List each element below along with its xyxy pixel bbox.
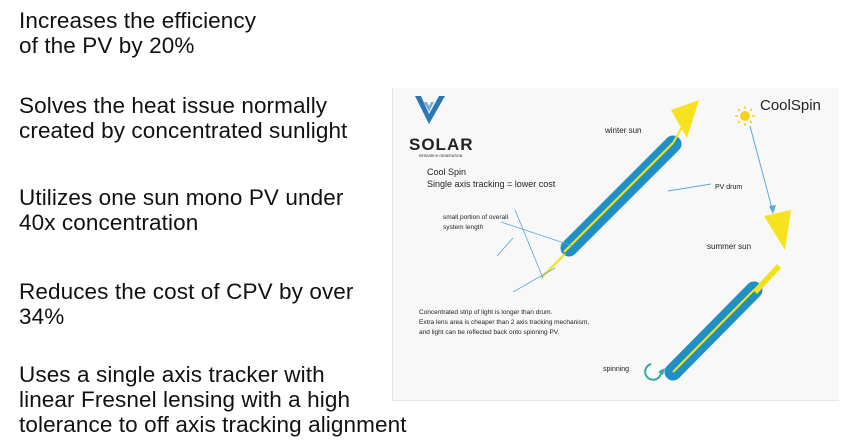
winter-beam	[672, 119, 687, 144]
sun-icon	[735, 106, 755, 126]
label-winter-sun: winter sun	[604, 126, 641, 135]
sun-ray-arrow	[749, 125, 776, 214]
figure-subtitle: Single axis tracking = lower cost	[427, 179, 556, 189]
strip-note-leader	[512, 267, 556, 293]
bullet-line: tolerance to off axis tracking alignment	[19, 412, 407, 437]
bullet-efficiency: Increases the efficiency of the PV by 20…	[19, 8, 256, 58]
logo-v-mark-inner	[424, 102, 434, 112]
figure-title: Cool Spin	[427, 167, 466, 177]
label-portion-line2: system length	[443, 224, 483, 231]
winter-lens	[671, 100, 699, 138]
label-spinning: spinning	[603, 366, 629, 373]
label-pv-drum: PV drum	[715, 184, 742, 191]
bullet-line: of the PV by 20%	[19, 33, 195, 58]
coolspin-brand: CoolSpin	[735, 97, 821, 126]
bullet-line: Increases the efficiency	[19, 8, 257, 33]
bullet-line: 34%	[19, 304, 65, 329]
spin-arrow-icon	[644, 363, 665, 381]
summer-lens	[764, 210, 791, 250]
logo-v-mark	[415, 96, 445, 124]
bullet-mono-pv: Utilizes one sun mono PV under 40x conce…	[19, 185, 343, 235]
portion-leaders	[496, 209, 574, 279]
bullet-line: Uses a single axis tracker with	[19, 362, 325, 387]
summer-light-strip	[753, 264, 781, 294]
strip-note-line2: Extra lens area is cheaper than 2 axis t…	[419, 319, 589, 326]
bullet-line: Utilizes one sun mono PV under	[19, 185, 344, 210]
logo-text: SOLAR	[409, 135, 474, 154]
pv-drum-leader	[667, 183, 712, 192]
bullet-line: 40x concentration	[19, 210, 199, 235]
bullet-line: Reduces the cost of CPV by over	[19, 279, 354, 304]
bullet-line: created by concentrated sunlight	[19, 118, 348, 143]
bullet-tracker: Uses a single axis tracker with linear F…	[19, 362, 407, 437]
label-summer-sun: summer sun	[707, 242, 751, 251]
winter-drum	[560, 135, 682, 257]
strip-note-line3: and light can be reflected back onto spi…	[419, 329, 560, 336]
bullet-line: linear Fresnel lensing with a high	[19, 387, 351, 412]
label-portion-line1: small portion of overall	[443, 214, 509, 221]
bullet-line: Solves the heat issue normally	[19, 93, 328, 118]
bullet-cost: Reduces the cost of CPV by over 34%	[19, 279, 354, 329]
diagram-canvas: SOLAR RESEARCH GENERATION CoolSpin Cool …	[409, 96, 821, 381]
solar-logo: SOLAR RESEARCH GENERATION	[409, 96, 474, 158]
logo-subtext: RESEARCH GENERATION	[419, 154, 463, 158]
coolspin-diagram: SOLAR RESEARCH GENERATION CoolSpin Cool …	[392, 88, 839, 401]
strip-note-line1: Concentrated strip of light is longer th…	[419, 309, 553, 316]
summer-drum	[664, 281, 763, 381]
bullet-heat: Solves the heat issue normally created b…	[19, 93, 347, 143]
brand-name: CoolSpin	[760, 97, 821, 114]
